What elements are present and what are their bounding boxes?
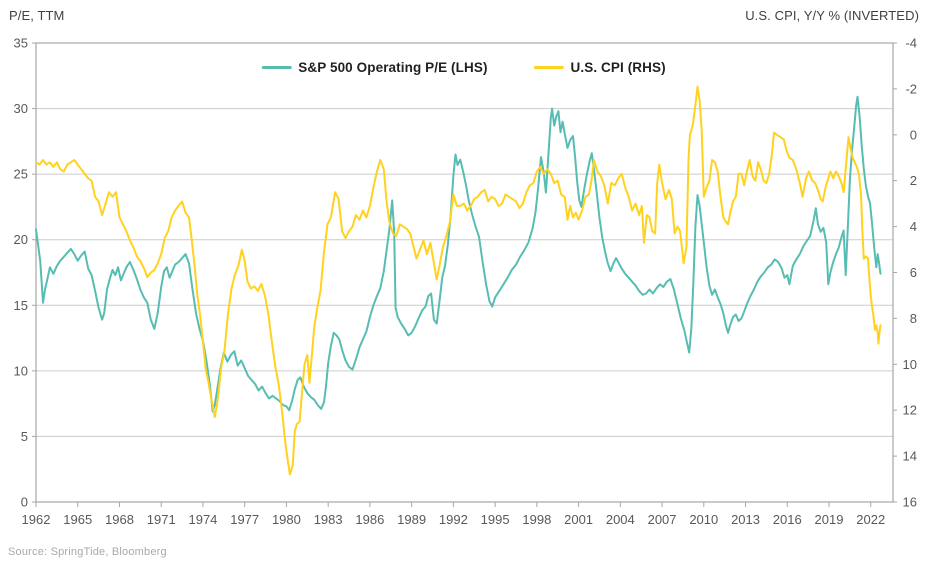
- svg-text:16: 16: [903, 495, 917, 510]
- right-axis-title: U.S. CPI, Y/Y % (INVERTED): [745, 8, 919, 23]
- svg-text:1968: 1968: [105, 512, 134, 527]
- svg-text:30: 30: [14, 101, 28, 116]
- legend-label-cpi: U.S. CPI (RHS): [570, 60, 666, 75]
- svg-text:-2: -2: [905, 81, 917, 96]
- svg-text:1998: 1998: [522, 512, 551, 527]
- svg-text:6: 6: [910, 265, 917, 280]
- svg-text:2004: 2004: [606, 512, 635, 527]
- left-axis-title: P/E, TTM: [9, 8, 65, 23]
- svg-text:2022: 2022: [856, 512, 885, 527]
- legend-item-pe: S&P 500 Operating P/E (LHS): [261, 60, 487, 75]
- svg-text:2019: 2019: [815, 512, 844, 527]
- svg-text:4: 4: [910, 219, 917, 234]
- svg-text:15: 15: [14, 298, 28, 313]
- svg-text:2001: 2001: [564, 512, 593, 527]
- svg-text:0: 0: [21, 495, 28, 510]
- svg-text:1992: 1992: [439, 512, 468, 527]
- cpi-line-swatch-icon: [533, 66, 564, 69]
- svg-text:-4: -4: [905, 36, 917, 51]
- svg-text:2: 2: [910, 173, 917, 188]
- svg-text:1962: 1962: [22, 512, 51, 527]
- svg-text:35: 35: [14, 36, 28, 51]
- svg-text:1989: 1989: [397, 512, 426, 527]
- svg-text:1971: 1971: [147, 512, 176, 527]
- svg-text:20: 20: [14, 232, 28, 247]
- svg-text:5: 5: [21, 429, 28, 444]
- svg-text:2013: 2013: [731, 512, 760, 527]
- pe-line-swatch-icon: [261, 66, 292, 69]
- svg-text:2010: 2010: [689, 512, 718, 527]
- svg-text:1983: 1983: [314, 512, 343, 527]
- svg-text:1974: 1974: [188, 512, 217, 527]
- svg-text:1965: 1965: [63, 512, 92, 527]
- svg-text:12: 12: [903, 403, 917, 418]
- svg-text:2007: 2007: [648, 512, 677, 527]
- legend: S&P 500 Operating P/E (LHS) U.S. CPI (RH…: [261, 60, 666, 75]
- svg-text:14: 14: [903, 449, 917, 464]
- svg-text:10: 10: [903, 357, 917, 372]
- legend-item-cpi: U.S. CPI (RHS): [533, 60, 666, 75]
- svg-text:1980: 1980: [272, 512, 301, 527]
- svg-text:8: 8: [910, 311, 917, 326]
- svg-text:1986: 1986: [355, 512, 384, 527]
- svg-text:1995: 1995: [481, 512, 510, 527]
- svg-text:25: 25: [14, 167, 28, 182]
- svg-text:0: 0: [910, 127, 917, 142]
- source-note: Source: SpringTide, Bloomberg: [8, 546, 167, 558]
- svg-text:1977: 1977: [230, 512, 259, 527]
- legend-label-pe: S&P 500 Operating P/E (LHS): [298, 60, 488, 75]
- svg-text:2016: 2016: [773, 512, 802, 527]
- svg-text:10: 10: [14, 363, 28, 378]
